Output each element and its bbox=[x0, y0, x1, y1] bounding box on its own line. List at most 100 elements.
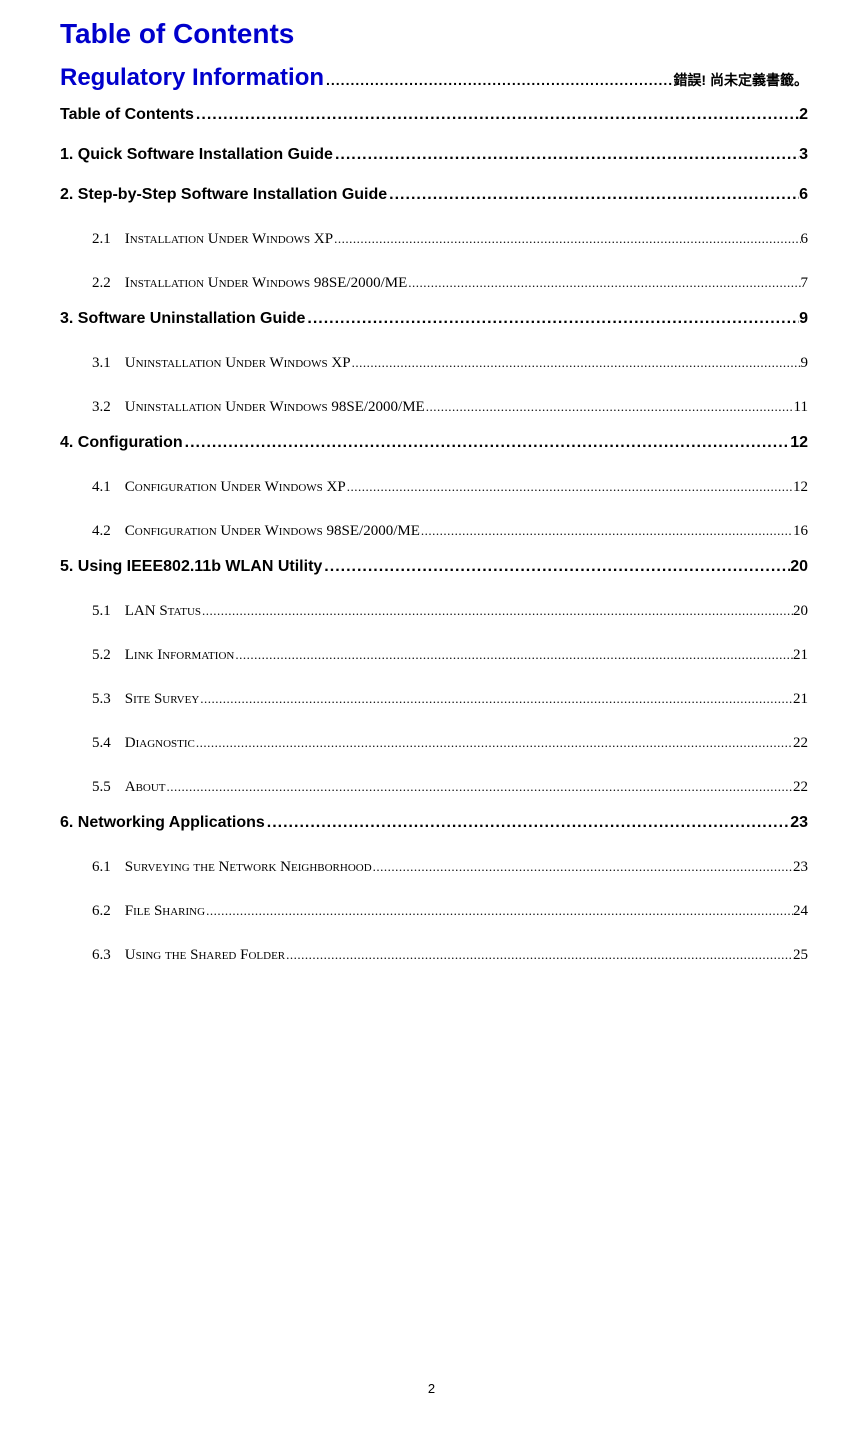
toc-entry: 3. Software Uninstallation Guide........… bbox=[60, 310, 808, 328]
toc-entry: 1. Quick Software Installation Guide....… bbox=[60, 146, 808, 164]
toc-entry: 5. Using IEEE802.11b WLAN Utility.......… bbox=[60, 558, 808, 576]
toc-entry-number: 2.2 bbox=[92, 275, 111, 291]
toc-entry: 3.2 Uninstallation Under Windows 98SE/200… bbox=[60, 398, 808, 416]
toc-entry-text: Diagnostic bbox=[125, 735, 195, 751]
toc-entry: 2.1 Installation Under Windows XP........… bbox=[60, 230, 808, 248]
toc-entry-label: 3. Software Uninstallation Guide bbox=[60, 310, 305, 328]
toc-entry-label: 5. Using IEEE802.11b WLAN Utility bbox=[60, 558, 322, 576]
toc-entry-number: 5.5 bbox=[92, 779, 111, 795]
toc-entry-text: Installation Under Windows XP bbox=[125, 231, 333, 247]
toc-entry-text: Installation Under Windows 98SE/2000/ME bbox=[125, 275, 408, 291]
toc-entry-page: 16 bbox=[793, 523, 808, 540]
toc-leader-dots: ........................................… bbox=[420, 523, 793, 539]
toc-entry-page: 20 bbox=[793, 603, 808, 620]
toc-entry-label: 5.1 LAN Status bbox=[92, 602, 201, 620]
toc-entry-label: 6.1Surveying the Network Neighborhood bbox=[92, 858, 372, 876]
toc-entry-text: Site Survey bbox=[125, 691, 200, 707]
toc-entry-page: 9 bbox=[799, 310, 808, 328]
toc-entry-page: 25 bbox=[793, 947, 808, 964]
toc-entry: 6.3 Using the Shared Folder..............… bbox=[60, 946, 808, 964]
toc-entry-number: 5.4 bbox=[92, 735, 111, 751]
toc-entry: 3.1 Uninstallation Under Windows XP......… bbox=[60, 354, 808, 372]
toc-entry-text: Configuration Under Windows XP bbox=[125, 479, 346, 495]
toc-leader-dots: ........................................… bbox=[183, 434, 791, 452]
toc-entry-label: 5.4 Diagnostic bbox=[92, 734, 195, 752]
toc-entry-label: 6.2 File Sharing bbox=[92, 902, 205, 920]
toc-leader-dots: ........................................… bbox=[195, 735, 793, 751]
toc-leader-dots: ........................................… bbox=[199, 691, 793, 707]
toc-leader-dots: ........................................… bbox=[205, 903, 793, 919]
toc-entry-page: 12 bbox=[790, 434, 808, 452]
toc-entry-label: 5.5 About bbox=[92, 778, 166, 796]
toc-entry-label: 5.3 Site Survey bbox=[92, 690, 199, 708]
toc-entry-page: 23 bbox=[790, 814, 808, 832]
toc-entry-label: 6. Networking Applications bbox=[60, 814, 265, 832]
toc-entry-number: 4.1 bbox=[92, 479, 111, 495]
toc-entry-page: 20 bbox=[790, 558, 808, 576]
toc-leader-dots: ........................................… bbox=[166, 779, 793, 795]
toc-entry-label: 4.2Configuration Under Windows 98SE/2000… bbox=[92, 522, 420, 540]
toc-leader-dots: ........................................… bbox=[305, 310, 799, 328]
toc-entry-page: 6 bbox=[799, 186, 808, 204]
toc-entry: 6.1Surveying the Network Neighborhood...… bbox=[60, 858, 808, 876]
toc-entry-number: 5.2 bbox=[92, 647, 111, 663]
toc-entry-text: Link Information bbox=[125, 647, 235, 663]
toc-entry-number: 3.2 bbox=[92, 399, 111, 415]
toc-entry-page: 21 bbox=[793, 691, 808, 708]
toc-leader-dots: ........................................… bbox=[351, 355, 801, 371]
toc-leader-dots: ........................................… bbox=[234, 647, 793, 663]
toc-entry-number: 6.1 bbox=[92, 859, 111, 875]
toc-entry: 5.4 Diagnostic...........................… bbox=[60, 734, 808, 752]
toc-entry-label: 2.2 Installation Under Windows 98SE/2000/… bbox=[92, 274, 407, 292]
toc-entry-label: 4.1 Configuration Under Windows XP bbox=[92, 478, 346, 496]
toc-leader-dots: ........................................… bbox=[407, 275, 800, 291]
toc-entry-number: 6.3 bbox=[92, 947, 111, 963]
toc-entry-text: Using the Shared Folder bbox=[125, 947, 285, 963]
toc-entry: 2.2 Installation Under Windows 98SE/2000/… bbox=[60, 274, 808, 292]
toc-entry-label: Table of Contents bbox=[60, 106, 194, 124]
toc-leader-dots: ........................................… bbox=[265, 814, 790, 832]
toc-leader-dots: ........................................… bbox=[201, 603, 793, 619]
toc-entry-page: 22 bbox=[793, 779, 808, 796]
toc-entry-text: Uninstallation Under Windows XP bbox=[125, 355, 351, 371]
page-title: Table of Contents bbox=[60, 18, 808, 50]
toc-entry-label: Regulatory Information bbox=[60, 64, 324, 92]
table-of-contents: Regulatory Information..................… bbox=[60, 64, 808, 964]
toc-leader-dots: ........................................… bbox=[333, 146, 799, 164]
toc-entry-label: 5.2 Link Information bbox=[92, 646, 234, 664]
toc-leader-dots: ........................................… bbox=[333, 231, 800, 247]
toc-entry-text: Uninstallation Under Windows 98SE/2000/M… bbox=[125, 399, 425, 415]
toc-entry: Table of Contents.......................… bbox=[60, 106, 808, 124]
toc-leader-dots: ........................................… bbox=[194, 106, 799, 124]
toc-entry: Regulatory Information..................… bbox=[60, 64, 808, 92]
toc-entry-page: 22 bbox=[793, 735, 808, 752]
toc-entry-text: File Sharing bbox=[125, 903, 205, 919]
toc-entry-label: 2.1 Installation Under Windows XP bbox=[92, 230, 333, 248]
page-number: 2 bbox=[428, 1381, 435, 1396]
toc-entry-page: 21 bbox=[793, 647, 808, 664]
toc-entry-page: 2 bbox=[799, 106, 808, 124]
toc-leader-dots: ........................................… bbox=[324, 72, 673, 88]
toc-entry-page: 3 bbox=[799, 146, 808, 164]
toc-entry-page: 錯誤! 尚未定義書籤。 bbox=[673, 70, 808, 90]
toc-entry-label: 3.2 Uninstallation Under Windows 98SE/200… bbox=[92, 398, 425, 416]
toc-entry-page: 6 bbox=[801, 231, 809, 248]
toc-entry-text: About bbox=[125, 779, 166, 795]
toc-entry-number: 5.1 bbox=[92, 603, 111, 619]
toc-entry: 4.1 Configuration Under Windows XP.......… bbox=[60, 478, 808, 496]
toc-entry-label: 3.1 Uninstallation Under Windows XP bbox=[92, 354, 351, 372]
toc-entry-number: 2.1 bbox=[92, 231, 111, 247]
toc-entry: 5.5 About................................… bbox=[60, 778, 808, 796]
toc-leader-dots: ........................................… bbox=[387, 186, 799, 204]
toc-leader-dots: ........................................… bbox=[346, 479, 793, 495]
toc-entry: 2. Step-by-Step Software Installation Gu… bbox=[60, 186, 808, 204]
toc-entry-number: 3.1 bbox=[92, 355, 111, 371]
toc-entry-number: 5.3 bbox=[92, 691, 111, 707]
toc-entry: 5.2 Link Information.....................… bbox=[60, 646, 808, 664]
toc-entry-number: 4.2 bbox=[92, 523, 111, 539]
toc-leader-dots: ........................................… bbox=[285, 947, 793, 963]
toc-entry-number: 6.2 bbox=[92, 903, 111, 919]
toc-leader-dots: ........................................… bbox=[425, 399, 794, 415]
toc-entry-text: LAN Status bbox=[125, 603, 201, 619]
toc-entry-page: 7 bbox=[801, 275, 809, 292]
